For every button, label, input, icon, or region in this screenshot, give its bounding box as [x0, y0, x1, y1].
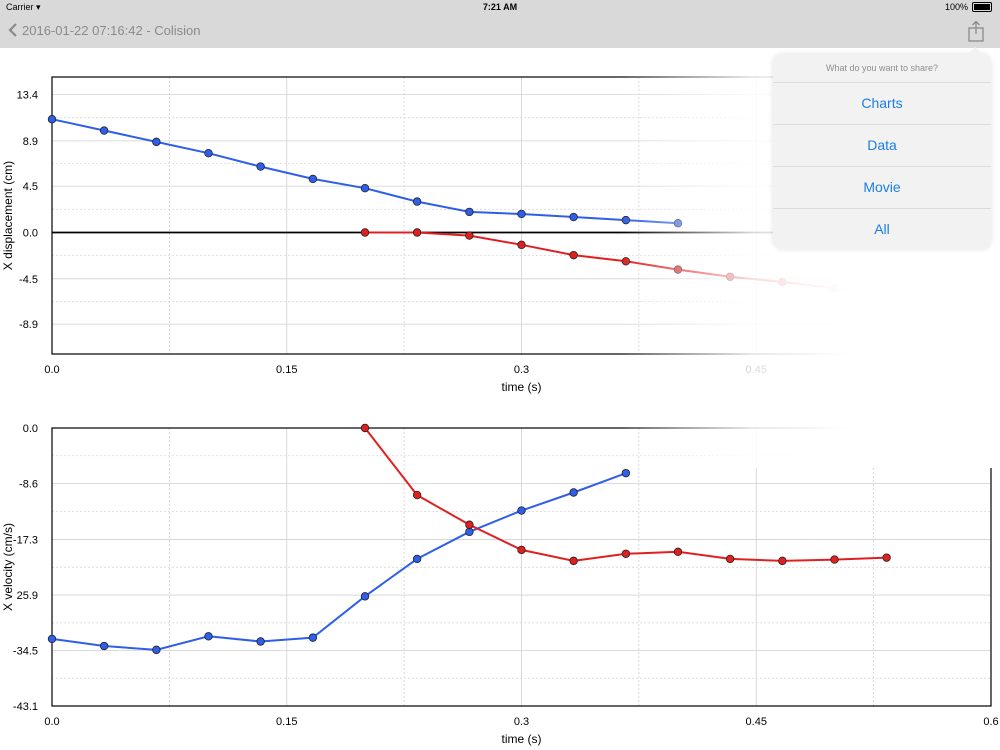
x-tick-label: 0.45 [746, 364, 767, 376]
data-point [621, 549, 631, 558]
plot-frame [51, 427, 992, 707]
data-point [830, 283, 839, 293]
data-point [465, 207, 474, 217]
data-point [621, 215, 631, 225]
data-point [308, 633, 318, 642]
data-point [412, 228, 422, 237]
share-charts-option[interactable]: Charts [773, 83, 991, 125]
data-point [621, 257, 631, 266]
data-point [778, 277, 787, 287]
data-point [360, 228, 370, 237]
y-tick-label: 0.0 [23, 423, 38, 435]
chart-2: 0.0 -8.6 -17.3 25.9 -34.5 -43.1 0.0 0.15 0.3 0.45… [1, 423, 999, 746]
data-point [673, 219, 683, 228]
data-point [465, 527, 474, 537]
y-tick-label: 0.0 [23, 227, 38, 239]
data-point [412, 490, 422, 500]
y-tick-label: 13.4 [17, 90, 38, 102]
navigation-bar: 2016-01-22 07:16:42 - Colision [0, 14, 1000, 48]
y-tick-label: 4.5 [23, 181, 38, 193]
data-point [465, 231, 474, 240]
data-point [830, 555, 839, 564]
x-tick-label: 0.6 [983, 716, 998, 728]
data-point [569, 212, 578, 222]
data-point [569, 556, 578, 566]
data-point [517, 240, 526, 250]
data-point [204, 632, 213, 641]
data-point [517, 506, 526, 515]
battery-icon [972, 2, 992, 12]
data-point [308, 174, 318, 184]
status-time: 7:21 AM [482, 2, 518, 12]
data-point [673, 265, 683, 274]
data-point [882, 553, 891, 562]
data-point [517, 209, 526, 219]
data-point [621, 468, 631, 478]
share-menu-title: What do you want to share? [773, 54, 991, 83]
data-point [517, 545, 526, 555]
data-point [360, 592, 370, 601]
x-axis-label: time (s) [502, 380, 542, 394]
y-tick-label: 8.9 [23, 136, 38, 148]
battery-indicator: 100% [945, 2, 992, 12]
data-point [47, 634, 57, 644]
status-bar: Carrier ▾ 7:21 AM 100% [0, 0, 1000, 14]
x-tick-label: 0.3 [514, 716, 529, 728]
y-tick-label: -43.1 [13, 701, 38, 713]
x-tick-label: 0.0 [44, 716, 59, 728]
data-point [673, 547, 683, 557]
share-icon[interactable] [966, 20, 986, 42]
data-point [256, 162, 265, 171]
x-tick-label: 0.3 [514, 364, 529, 376]
x-tick-label: 0.45 [746, 716, 767, 728]
x-axis-label: time (s) [502, 732, 542, 746]
data-point [152, 137, 161, 147]
y-tick-label: -8.9 [19, 319, 38, 331]
data-point [934, 300, 944, 309]
back-button[interactable]: 2016-01-22 07:16:42 - Colision [8, 22, 201, 38]
wifi-icon: ▾ [36, 2, 41, 12]
data-point [47, 115, 57, 124]
x-tick-label: 0.15 [276, 364, 297, 376]
series-line-2 [364, 427, 887, 562]
data-point [360, 184, 370, 193]
series-line-1 [51, 118, 679, 225]
battery-percent: 100% [944, 2, 968, 12]
y-tick-label: -4.5 [19, 274, 38, 286]
data-point [256, 637, 265, 646]
carrier-text: Carrier [6, 2, 34, 12]
x-tick-label: 0.15 [276, 716, 297, 728]
data-point [99, 126, 109, 135]
data-point [204, 149, 213, 158]
back-title: 2016-01-22 07:16:42 - Colision [22, 22, 201, 38]
y-tick-label: 25.9 [17, 590, 38, 602]
x-tick-label: 0.0 [44, 364, 59, 376]
data-point [725, 554, 735, 564]
data-point [725, 272, 735, 281]
chevron-left-icon [8, 23, 17, 37]
share-all-option[interactable]: All [874, 221, 890, 237]
data-point [778, 556, 787, 566]
data-point [360, 423, 370, 433]
y-tick-label: -34.5 [13, 646, 38, 658]
popover-arrow [967, 47, 983, 55]
data-point [569, 488, 578, 497]
data-point [569, 250, 578, 260]
data-point [412, 197, 422, 206]
y-axis-label: X velocity (cm/s) [1, 523, 15, 611]
x-tick-label: 0.6 [983, 364, 998, 376]
y-tick-label: -8.6 [19, 478, 38, 490]
share-menu: What do you want to share? Charts Data M… [773, 47, 991, 249]
series-line-1 [51, 472, 627, 651]
carrier-label: Carrier ▾ [6, 2, 41, 13]
data-point [99, 641, 109, 651]
data-point [152, 645, 161, 655]
y-tick-label: -17.3 [13, 535, 38, 547]
data-point [412, 554, 422, 564]
y-axis-label: X displacement (cm) [1, 161, 15, 270]
share-data-option[interactable]: Data [773, 125, 991, 167]
share-movie-option[interactable]: Movie [773, 167, 991, 209]
data-point [882, 293, 891, 302]
data-point [465, 520, 474, 529]
